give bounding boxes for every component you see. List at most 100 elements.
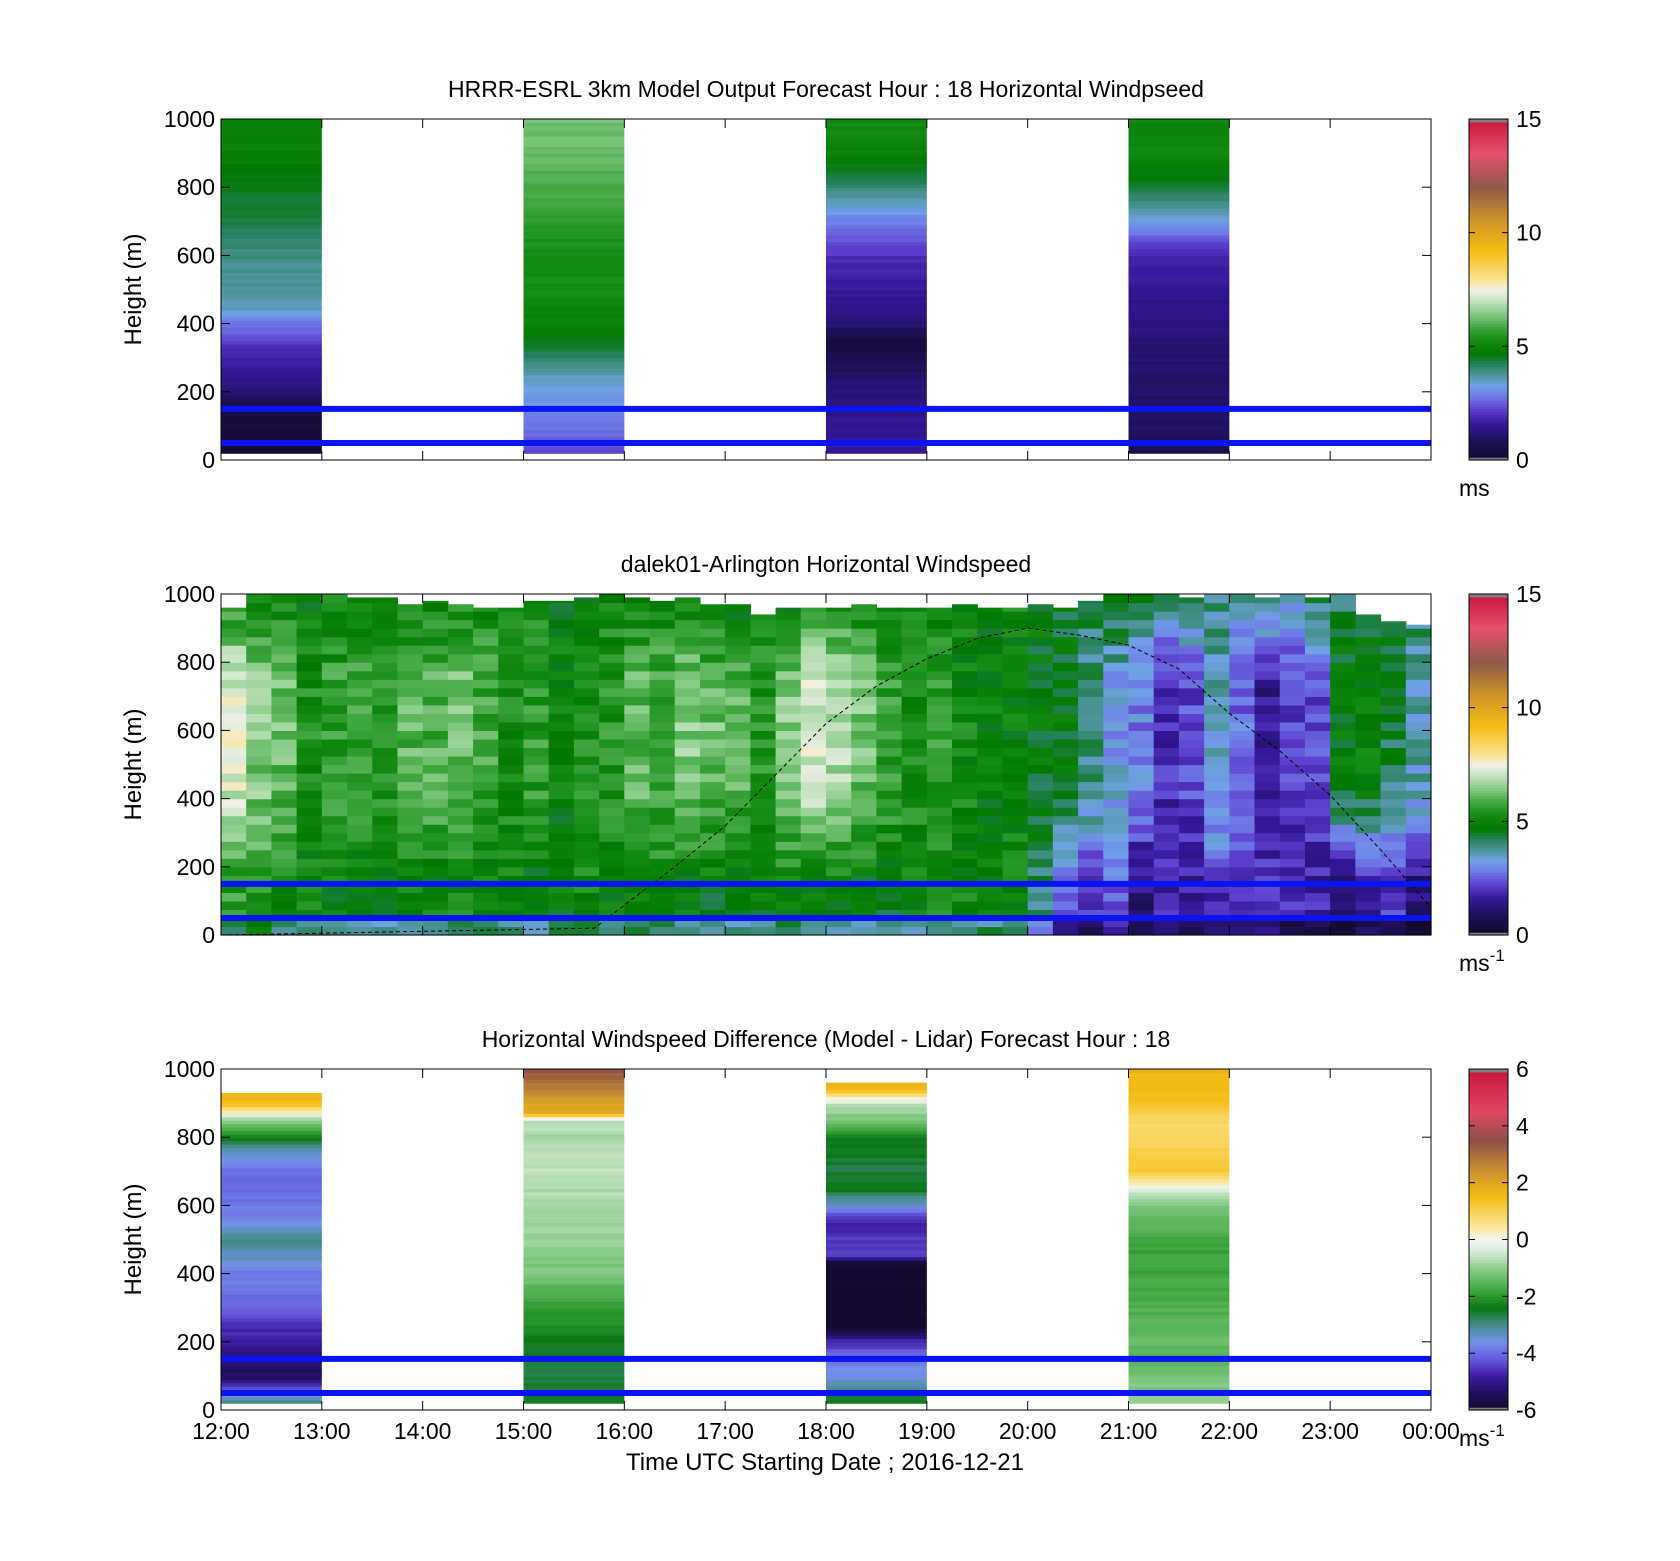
colorbar-cell (1469, 858, 1508, 862)
colorbar-cell (1469, 420, 1508, 424)
heatmap-cell (1153, 636, 1180, 646)
heatmap-cell (1355, 670, 1382, 680)
heatmap-cell (977, 636, 1004, 646)
heatmap-cell (1128, 163, 1230, 168)
heatmap-cell (548, 858, 575, 868)
heatmap-cell (725, 841, 751, 851)
heatmap-cell (952, 713, 978, 723)
colorbar-cell (1469, 917, 1508, 922)
heatmap-cell (699, 824, 726, 834)
heatmap-cell (1304, 917, 1331, 928)
heatmap-cell (775, 607, 802, 612)
heatmap-cell (851, 892, 878, 902)
colorbar-cell (1469, 792, 1508, 797)
heatmap-cell (1229, 738, 1256, 749)
heatmap-cell (1279, 730, 1306, 740)
heatmap-cell (800, 755, 827, 766)
colorbar-cell (1469, 246, 1508, 251)
heatmap-cell (851, 798, 878, 808)
heatmap-cell (1229, 900, 1256, 911)
heatmap-cell (775, 858, 802, 868)
heatmap-cell (952, 900, 978, 911)
heatmap-cell (1052, 764, 1079, 774)
heatmap-cell (221, 696, 247, 706)
heatmap-cell (876, 917, 903, 928)
heatmap-cell (1103, 798, 1130, 808)
colorbar-cell (1469, 326, 1508, 330)
heatmap-cell (826, 866, 852, 876)
heatmap-cell (699, 696, 726, 706)
heatmap-cell (826, 211, 927, 216)
colorbar-cell (1469, 383, 1508, 387)
heatmap-cell (876, 607, 903, 612)
heatmap-cell (498, 755, 525, 766)
heatmap-cell (1355, 824, 1382, 834)
colorbar-cell (1469, 147, 1508, 151)
heatmap-cell (1229, 721, 1256, 731)
heatmap-cell (221, 1297, 322, 1302)
heatmap-cell (750, 900, 777, 911)
heatmap-cell (523, 395, 625, 400)
heatmap-cell (1078, 619, 1104, 629)
heatmap-cell (624, 636, 651, 646)
heatmap-cell (649, 900, 676, 911)
heatmap-cell (347, 636, 373, 646)
heatmap-cell (624, 866, 651, 876)
heatmap-cell (1279, 875, 1306, 885)
heatmap-cell (1027, 662, 1054, 672)
heatmap-cell (271, 824, 298, 834)
heatmap-cell (221, 1092, 322, 1097)
heatmap-cell (826, 391, 927, 396)
data-column (221, 1092, 322, 1404)
heatmap-cell (221, 1263, 322, 1268)
heatmap-cell (1128, 1236, 1230, 1241)
heatmap-cell (699, 730, 726, 740)
heatmap-cell (221, 1167, 322, 1172)
heatmap-cell (1405, 653, 1432, 663)
heatmap-cell (1128, 320, 1230, 325)
y-tick-label: 600 (177, 1192, 215, 1218)
heatmap-cell (901, 738, 928, 749)
colorbar-cell (1469, 1185, 1508, 1189)
heatmap-cell (826, 1311, 927, 1316)
heatmap-cell (826, 330, 927, 335)
heatmap-cell (1052, 747, 1079, 757)
colorbar-cell (1469, 704, 1508, 709)
heatmap-cell (246, 917, 273, 928)
heatmap-cell (447, 645, 474, 655)
heatmap-cell (1229, 773, 1256, 783)
heatmap-cell (826, 194, 927, 199)
heatmap-cell (775, 704, 802, 714)
heatmap-cell (321, 909, 348, 919)
heatmap-cell (221, 1348, 322, 1353)
heatmap-cell (246, 687, 273, 697)
colorbar-cell (1469, 1313, 1508, 1317)
colorbar-cell (1469, 898, 1508, 902)
heatmap-cell (1078, 790, 1104, 800)
heatmap-cell (1002, 738, 1029, 749)
colorbar-cell (1469, 611, 1508, 615)
heatmap-cell (926, 679, 953, 689)
heatmap-cell (952, 679, 978, 689)
heatmap-cell (221, 1198, 322, 1203)
heatmap-cell (826, 136, 927, 141)
heatmap-cell (1178, 781, 1205, 791)
heatmap-cell (1128, 832, 1155, 842)
heatmap-cell (725, 832, 751, 842)
heatmap-cell (876, 892, 903, 902)
heatmap-cell (1002, 704, 1029, 714)
heatmap-cell (221, 292, 322, 297)
heatmap-cell (1002, 926, 1029, 936)
heatmap-cell (649, 628, 676, 638)
heatmap-cell (523, 1181, 625, 1186)
heatmap-cell (1027, 653, 1054, 663)
heatmap-cell (1103, 781, 1130, 791)
heatmap-cell (624, 909, 651, 919)
colorbar-cell (1469, 1069, 1508, 1073)
heatmap-cell (674, 636, 701, 646)
colorbar-frame (1468, 593, 1509, 936)
colorbar-cell (1469, 161, 1508, 166)
heatmap-cell (826, 197, 927, 202)
heatmap-cell (1103, 662, 1130, 672)
heatmap-cell (523, 1164, 625, 1169)
